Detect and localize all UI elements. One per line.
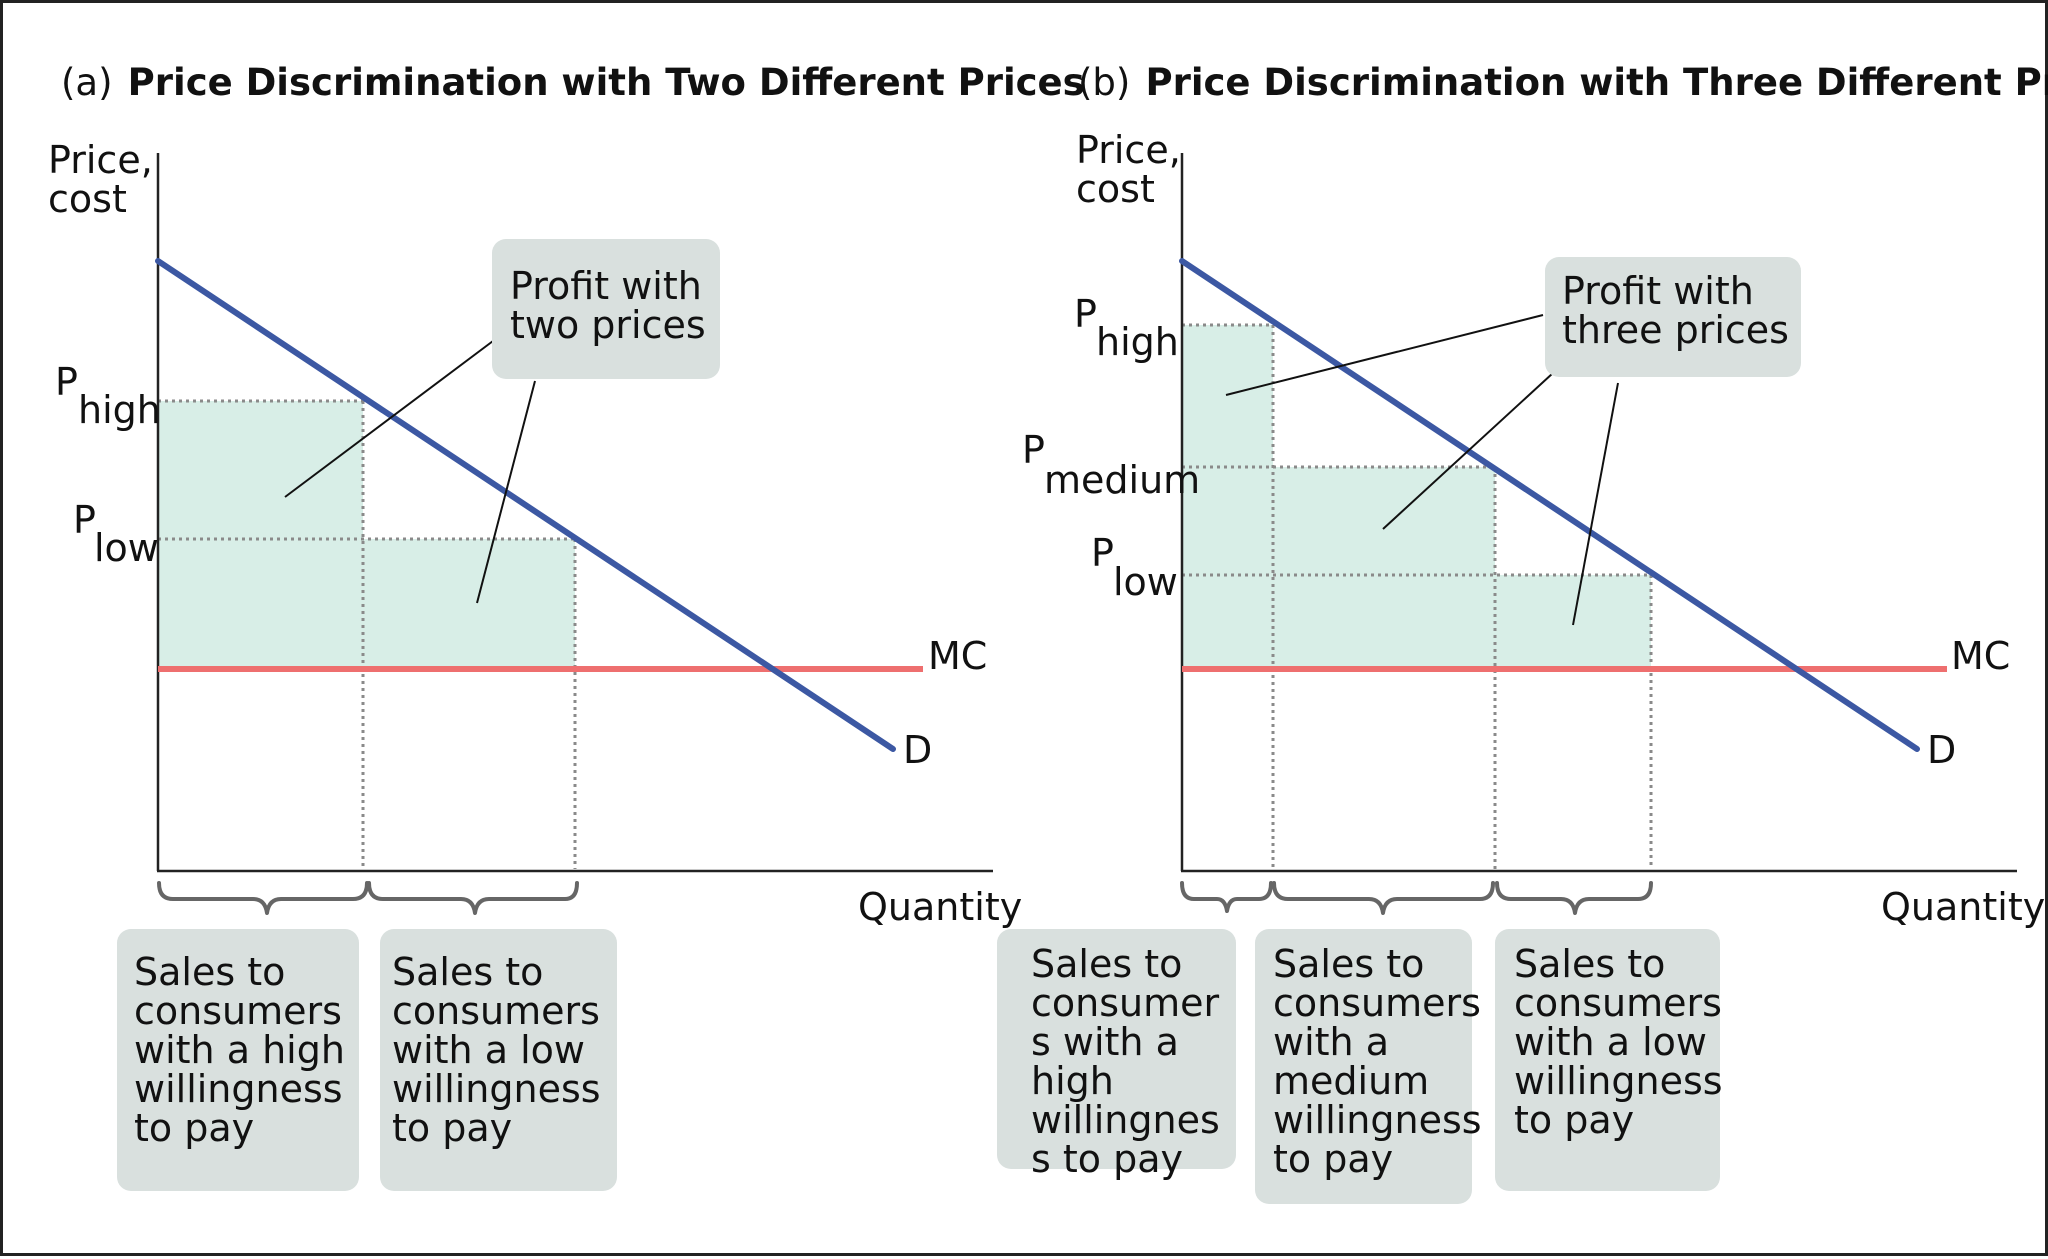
diagram-svg: (a) Price Discrimination with Two Differ… — [48, 61, 2048, 1204]
panel-b-sales-low-line1: Sales to — [1514, 942, 1665, 986]
panel-b-ylabel-line2: cost — [1076, 167, 1155, 211]
panel-b: (b) Price Discrimination with Three Diff… — [997, 61, 2048, 1204]
panel-a-xlabel: Quantity — [858, 885, 1022, 929]
panel-a-sales-high-line3: with a high — [134, 1028, 345, 1072]
panel-b-brace-1 — [1180, 881, 1273, 913]
panel-a-mc-label: MC — [928, 634, 987, 678]
panel-b-phigh-letter: P — [1074, 292, 1097, 336]
panel-b-pmedium-letter: P — [1022, 428, 1045, 472]
panel-b-sales-high-line1: Sales to — [1031, 942, 1182, 986]
panel-a-sales-low-line4: willingness — [392, 1067, 601, 1111]
panel-b-sales-high-line3: s with a — [1031, 1020, 1179, 1064]
panel-a-profit-callout-line1: Profit with — [510, 264, 702, 308]
panel-a-sales-low-line2: consumers — [392, 989, 600, 1033]
panel-a-phigh-sub: high — [78, 388, 161, 432]
panel-b-sales-low-line3: with a low — [1514, 1020, 1707, 1064]
panel-b-brace-3 — [1495, 881, 1653, 915]
panel-a-brace-2 — [367, 881, 579, 915]
panel-a-profit-callout — [492, 239, 720, 379]
panel-a-demand-curve — [155, 258, 896, 752]
panel-b-ylabel-line1: Price, — [1076, 128, 1181, 172]
panel-b-phigh-sub: high — [1096, 320, 1179, 364]
panel-a-profit-low — [363, 539, 575, 669]
panel-b-leader-high — [1225, 314, 1544, 396]
panel-a-sales-low-line5: to pay — [392, 1106, 512, 1150]
panel-b-title: (b) Price Discrimination with Three Diff… — [1078, 61, 2048, 104]
panel-b-sales-medium-line5: willingness — [1273, 1098, 1482, 1142]
panel-b-sales-medium-line3: with a — [1273, 1020, 1389, 1064]
panel-b-sales-low-line4: willingness — [1514, 1059, 1723, 1103]
panel-a-plow-sub: low — [94, 526, 159, 570]
panel-a-ylabel-line1: Price, — [48, 138, 153, 182]
panel-a-sales-box-high — [117, 929, 359, 1191]
panel-a-sales-low-line3: with a low — [392, 1028, 585, 1072]
panel-a: (a) Price Discrimination with Two Differ… — [48, 61, 1085, 1191]
panel-b-title-prefix: (b) — [1078, 61, 1130, 104]
panel-a-sales-high-line1: Sales to — [134, 950, 285, 994]
panel-b-demand-label: D — [1927, 728, 1956, 772]
panel-b-demand-curve — [1179, 258, 1920, 752]
panel-b-profit-high — [1182, 325, 1273, 669]
panel-b-plow-sub: low — [1113, 560, 1178, 604]
panel-b-sales-high-line2: consumer — [1031, 981, 1220, 1025]
panel-b-sales-box-low — [1495, 929, 1720, 1191]
panel-b-plow-letter: P — [1091, 531, 1114, 575]
panel-b-leader-low — [1572, 382, 1619, 626]
panel-a-title: (a) Price Discrimination with Two Differ… — [61, 61, 1085, 104]
panel-b-leader-medium — [1382, 372, 1554, 530]
panel-b-mc-label: MC — [1951, 634, 2010, 678]
panel-b-title-text: Price Discrimination with Three Differen… — [1145, 61, 2048, 104]
panel-b-brace-2 — [1272, 881, 1495, 915]
panel-b-profit-callout-line1: Profit with — [1562, 269, 1754, 313]
panel-b-pmedium-sub: medium — [1044, 458, 1200, 502]
panel-b-sales-low-line2: consumers — [1514, 981, 1722, 1025]
panel-a-leader-low — [476, 380, 536, 604]
panel-a-sales-high-line4: willingness — [134, 1067, 343, 1111]
panel-a-profit-callout-line2: two prices — [510, 303, 706, 347]
panel-a-sales-high-line2: consumers — [134, 989, 342, 1033]
panel-b-profit-callout-line2: three prices — [1562, 308, 1789, 352]
panel-a-sales-high-line5: to pay — [134, 1106, 254, 1150]
panel-b-sales-medium-line2: consumers — [1273, 981, 1481, 1025]
panel-a-ylabel-line2: cost — [48, 177, 127, 221]
panel-b-sales-medium-line1: Sales to — [1273, 942, 1424, 986]
panel-a-title-prefix: (a) — [61, 61, 113, 104]
panel-b-sales-high-line4: high — [1031, 1059, 1114, 1103]
panel-b-profit-medium — [1273, 467, 1495, 669]
panel-a-profit-high — [158, 401, 363, 669]
panel-b-sales-box-medium — [1255, 929, 1472, 1204]
panel-a-phigh-letter: P — [55, 360, 78, 404]
panel-b-sales-high-line6: s to pay — [1031, 1137, 1183, 1181]
panel-a-leader-high — [284, 340, 494, 498]
panel-b-profit-callout — [1545, 257, 1801, 377]
panel-b-sales-medium-line6: to pay — [1273, 1137, 1393, 1181]
panel-b-sales-medium-line4: medium — [1273, 1059, 1429, 1103]
panel-b-sales-low-line5: to pay — [1514, 1098, 1634, 1142]
panel-a-title-text: Price Discrimination with Two Different … — [128, 61, 1085, 104]
panel-a-sales-low-line1: Sales to — [392, 950, 543, 994]
panel-b-sales-high-line5: willingnes — [1031, 1098, 1220, 1142]
panel-a-sales-box-low — [380, 929, 617, 1191]
panel-b-sales-box-high — [997, 929, 1236, 1169]
panel-a-demand-label: D — [903, 728, 932, 772]
panel-a-brace-1 — [157, 881, 369, 915]
panel-a-plow-letter: P — [73, 498, 96, 542]
panel-b-xlabel: Quantity — [1881, 885, 2045, 929]
